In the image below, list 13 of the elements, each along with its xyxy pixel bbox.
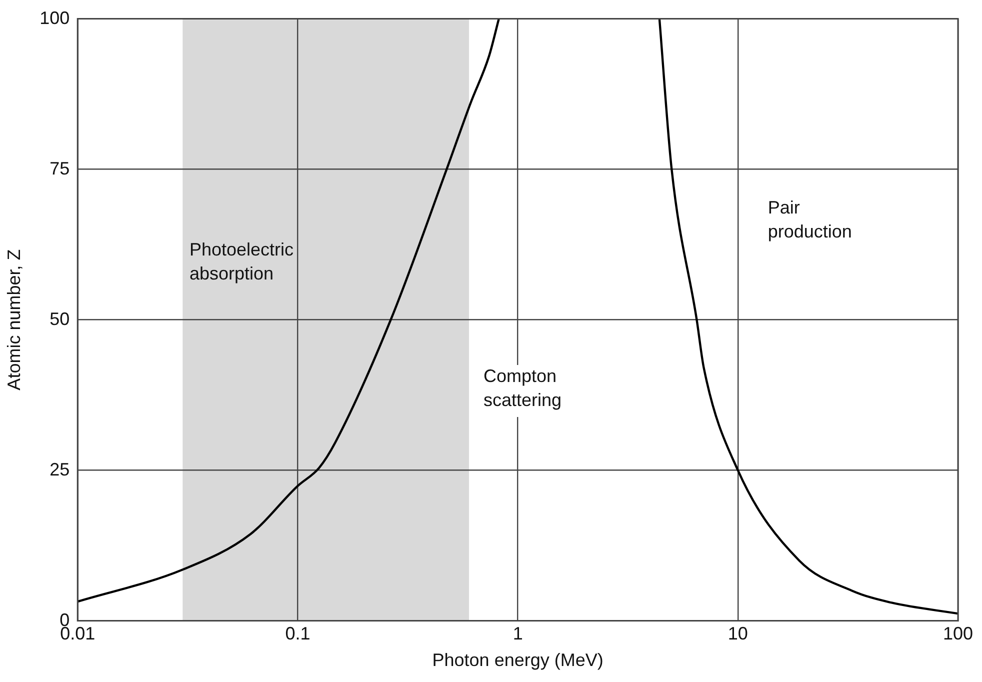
y-tick-label: 75 [50,158,70,178]
y-axis-title: Atomic number, Z [4,249,24,390]
annotation: Photoelectric absorption [189,240,294,284]
y-tick-label: 100 [40,8,70,28]
x-tick-label: 10 [728,624,748,644]
y-tick-label: 25 [50,459,70,480]
annotation: Pair production [768,197,852,242]
x-axis-title: Photon energy (MeV) [432,650,604,670]
x-tick-label: 100 [942,624,974,644]
y-tick-label: 50 [50,308,70,329]
x-tick-label: 1 [512,624,523,644]
x-tick-label: 0.1 [285,624,310,644]
annotation: Compton scattering [483,366,562,410]
